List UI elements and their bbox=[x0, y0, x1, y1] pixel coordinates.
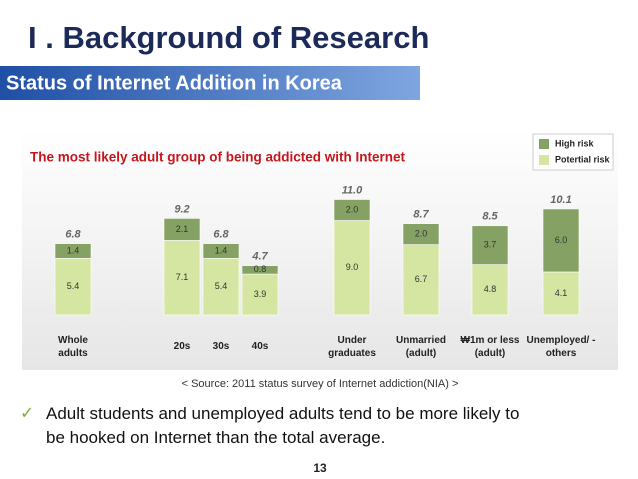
segment-label: 1.4 bbox=[215, 245, 228, 255]
total-label: 11.0 bbox=[342, 184, 363, 196]
segment-label: 6.7 bbox=[415, 274, 428, 284]
bar-segment bbox=[202, 243, 240, 259]
segment-label: 9.0 bbox=[346, 262, 359, 272]
x-tick-label: ₩1m or less (adult) bbox=[460, 335, 520, 359]
section-title: Status of Internet Addition in Korea bbox=[6, 72, 343, 94]
x-tick-label: 30s bbox=[212, 341, 230, 352]
legend-swatch bbox=[539, 139, 549, 149]
bar-segment bbox=[241, 273, 279, 316]
total-label: 8.7 bbox=[413, 209, 429, 221]
chart-title: The most likely adult group of being add… bbox=[30, 150, 406, 165]
bar-segment bbox=[542, 208, 580, 273]
chart-background bbox=[22, 130, 618, 370]
bar-segment bbox=[542, 271, 580, 316]
bar-segment bbox=[402, 244, 440, 316]
x-tick-label: Whole adults bbox=[58, 335, 88, 359]
x-tick-label: Under graduates bbox=[328, 335, 376, 359]
total-label: 10.1 bbox=[550, 194, 571, 206]
segment-label: 1.4 bbox=[67, 245, 80, 255]
total-label: 8.5 bbox=[482, 211, 498, 223]
segment-label: 0.8 bbox=[254, 264, 267, 274]
segment-label: 5.4 bbox=[215, 281, 228, 291]
segment-label: 4.8 bbox=[484, 284, 497, 294]
bar-segment bbox=[54, 243, 92, 259]
bar-segment bbox=[241, 265, 279, 275]
total-label: 9.2 bbox=[174, 203, 189, 215]
segment-label: 5.4 bbox=[67, 281, 80, 291]
segment-label: 6.0 bbox=[555, 235, 568, 245]
source: < Source: 2011 status survey of Internet… bbox=[182, 378, 459, 390]
page-number: 13 bbox=[313, 461, 327, 475]
bar-segment bbox=[54, 257, 92, 316]
segment-label: 4.1 bbox=[555, 288, 568, 298]
x-tick-label: 40s bbox=[251, 341, 269, 352]
bar-segment bbox=[333, 220, 371, 316]
bar-segment bbox=[333, 199, 371, 221]
x-tick-label: Unemployed/ - others bbox=[526, 335, 596, 359]
legend-label: Potertial risk bbox=[555, 154, 611, 164]
total-label: 4.7 bbox=[251, 251, 268, 263]
segment-label: 3.9 bbox=[254, 289, 267, 299]
bar-segment bbox=[202, 257, 240, 316]
segment-label: 2.1 bbox=[176, 224, 189, 234]
section-band bbox=[0, 66, 420, 100]
segment-label: 7.1 bbox=[176, 272, 189, 282]
segment-label: 3.7 bbox=[484, 240, 497, 250]
segment-label: 2.0 bbox=[346, 204, 359, 214]
legend-swatch bbox=[539, 155, 549, 165]
bullet-text: Adult students and unemployed adults ten… bbox=[46, 404, 520, 447]
total-label: 6.8 bbox=[213, 229, 229, 241]
bar-segment bbox=[163, 218, 201, 241]
x-tick-label: Unmarried (adult) bbox=[395, 335, 446, 359]
slide-title: I . Background of Research bbox=[28, 20, 429, 55]
check-icon: ✓ bbox=[20, 403, 34, 422]
x-tick-label: 20s bbox=[173, 341, 191, 352]
bar-segment bbox=[471, 225, 509, 265]
legend-label: High risk bbox=[555, 138, 595, 148]
segment-label: 2.0 bbox=[415, 229, 428, 239]
total-label: 6.8 bbox=[65, 229, 81, 241]
bar-segment bbox=[402, 223, 440, 245]
